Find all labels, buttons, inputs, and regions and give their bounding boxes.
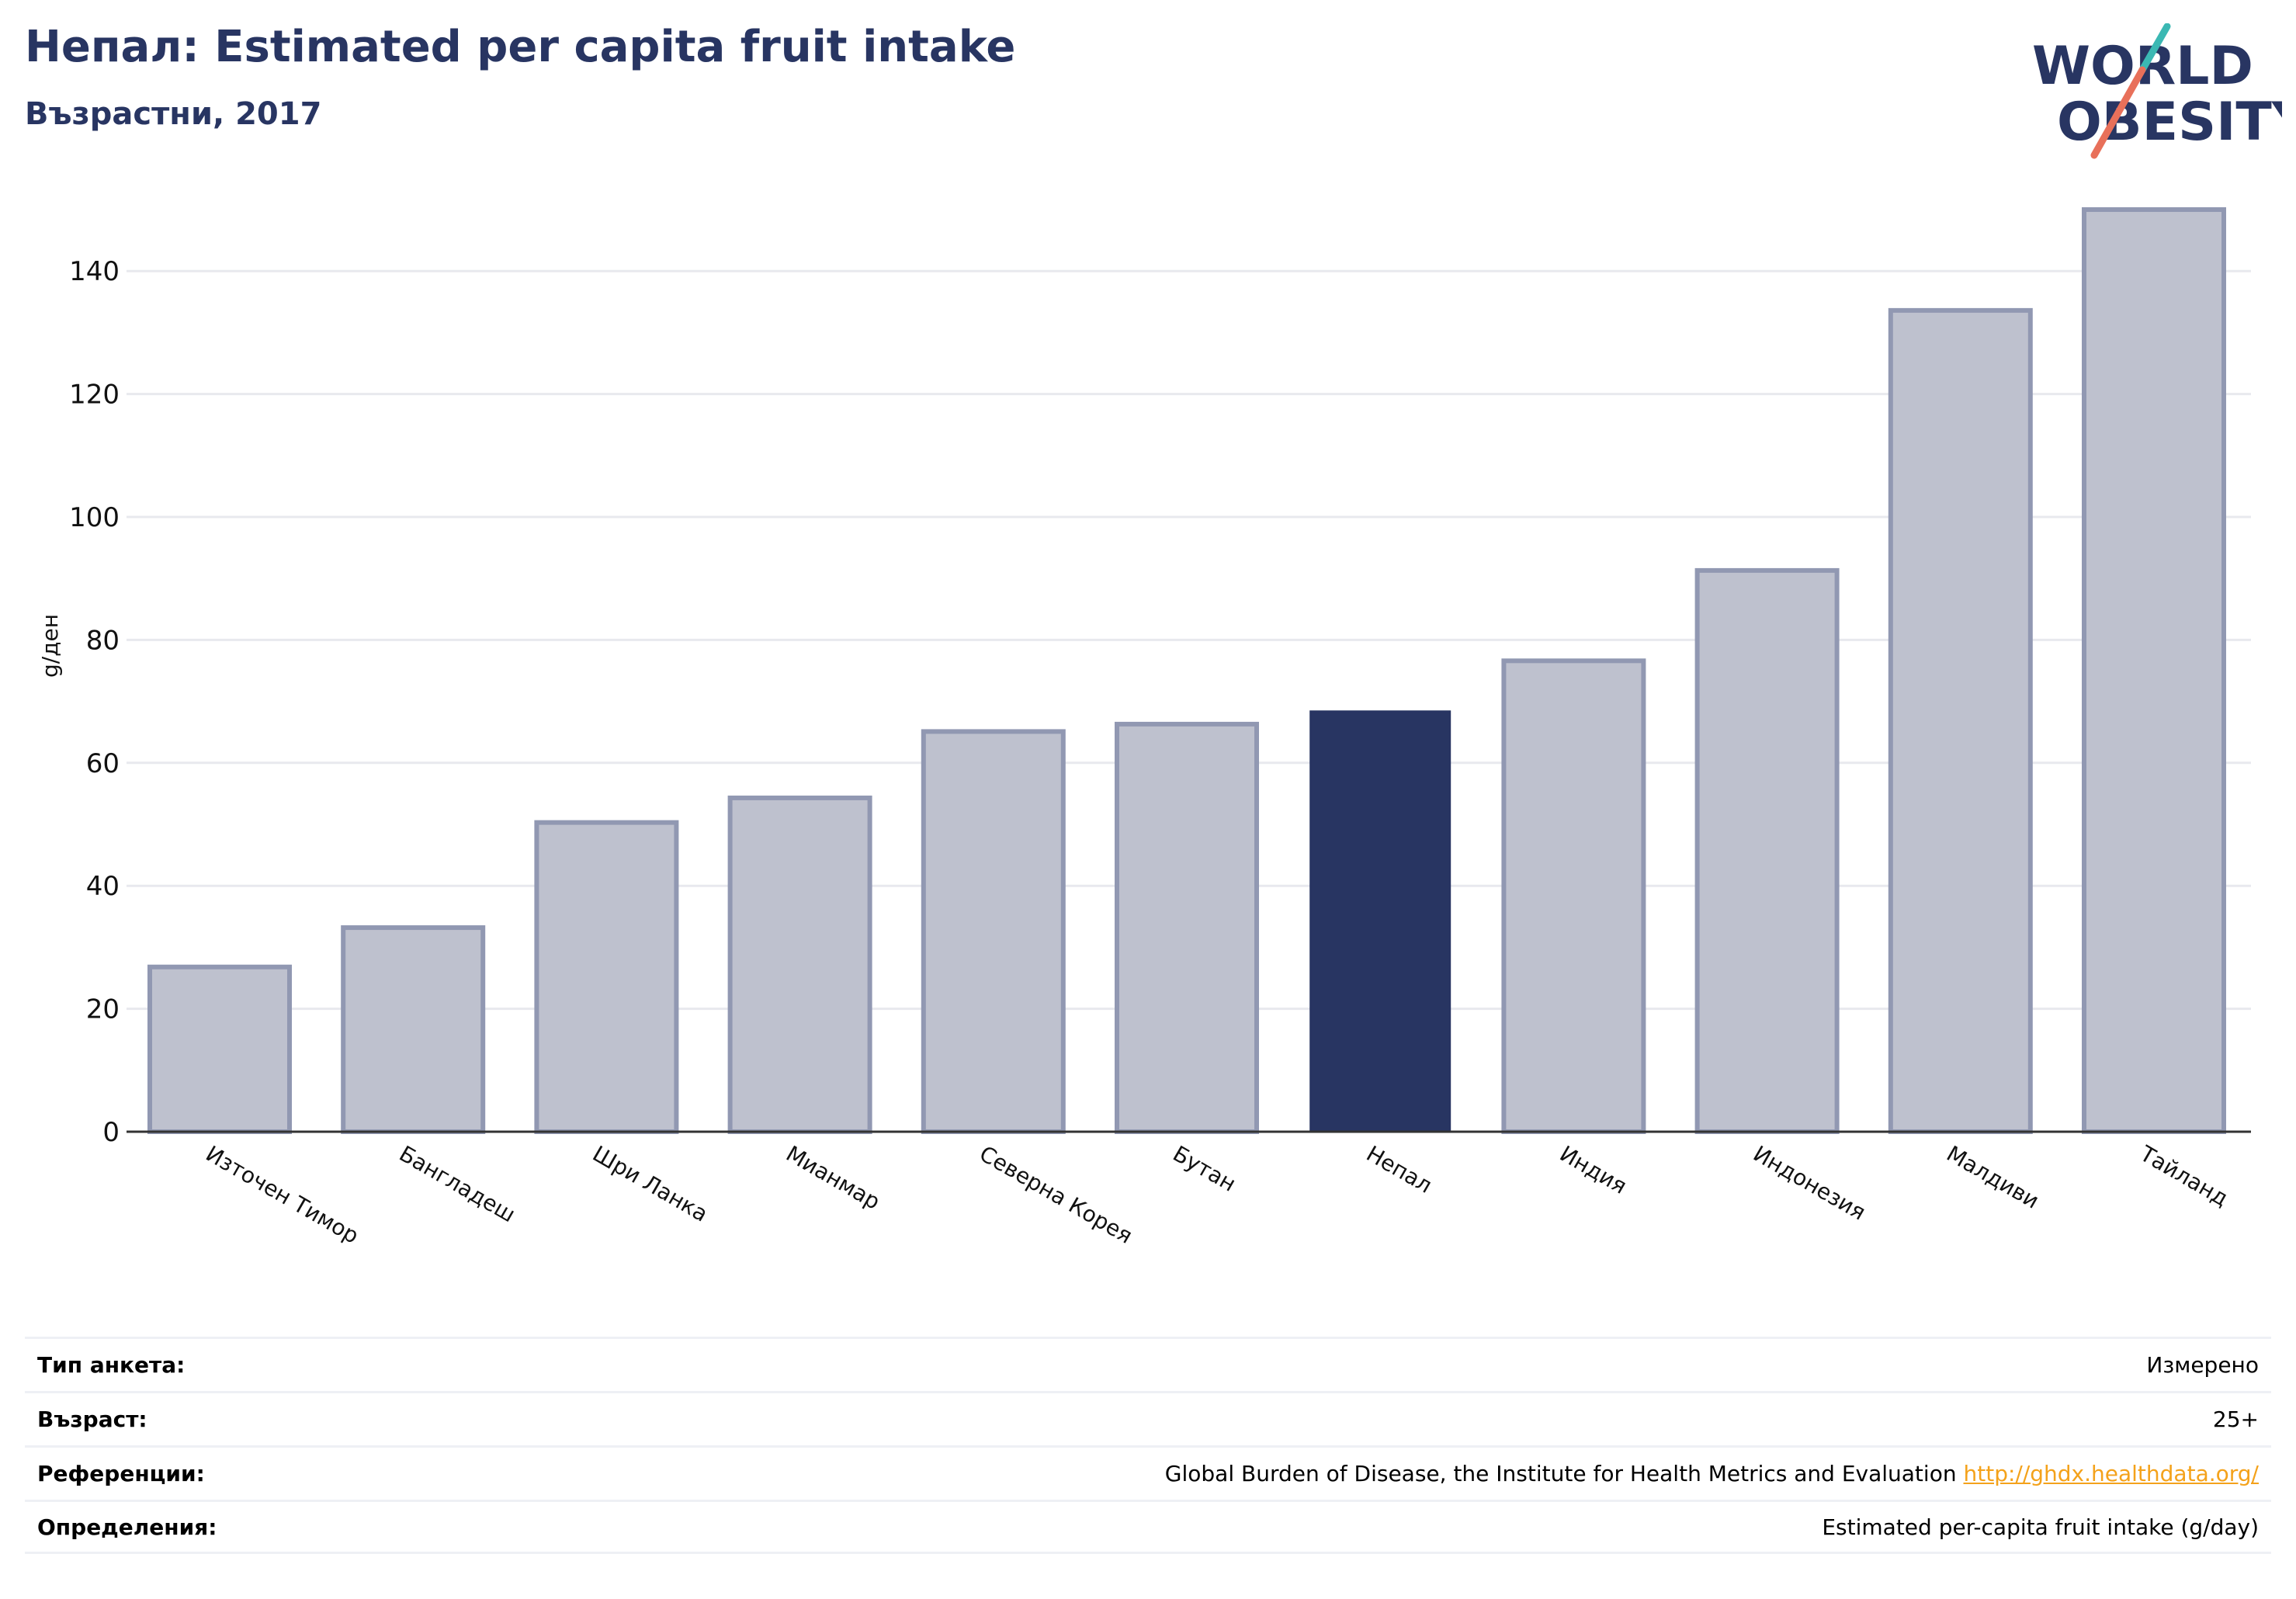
- x-tick-label: Тайланд: [2135, 1140, 2233, 1212]
- x-tick-label: Непал: [1362, 1140, 1437, 1198]
- y-tick-label: 140: [69, 256, 120, 287]
- meta-row-survey-type: Тип анкета: Измерено: [25, 1337, 2271, 1391]
- page-title: Непал: Estimated per capita fruit intake: [25, 22, 1016, 72]
- x-tick-label: Бутан: [1169, 1140, 1240, 1196]
- y-tick-label: 80: [86, 625, 120, 656]
- meta-row-definitions: Определения: Estimated per-capita fruit …: [25, 1500, 2271, 1554]
- bar: [534, 820, 679, 1135]
- meta-row-age: Възраст: 25+: [25, 1391, 2271, 1445]
- x-tick-label: Шри Ланка: [588, 1140, 713, 1226]
- x-tick-label: Малдиви: [1942, 1140, 2043, 1213]
- logo-line-2: OBESITY: [2057, 92, 2282, 153]
- x-axis-labels: Източен Тимор Бангладеш Шри Ланка Мианмар Се…: [202, 1140, 2233, 1249]
- bar: [1694, 567, 1840, 1134]
- x-tick-label: Индонезия: [1749, 1140, 1870, 1225]
- bar: [921, 729, 1066, 1134]
- x-tick-label: Северна Корея: [975, 1140, 1136, 1248]
- bars: [147, 207, 2226, 1135]
- meta-value: 25+: [2212, 1406, 2259, 1432]
- x-tick-label: Източен Тимор: [202, 1140, 363, 1248]
- metadata-table: Тип анкета: Измерено Възраст: 25+ Рефере…: [25, 1337, 2271, 1554]
- meta-label: Определения:: [37, 1514, 217, 1540]
- bar: [1115, 721, 1259, 1134]
- x-tick-label: Мианмар: [782, 1140, 884, 1215]
- world-obesity-logo: WORLD OBESITY: [2032, 23, 2282, 159]
- bar: [1888, 307, 2033, 1135]
- x-tick-label: Бангладеш: [395, 1140, 520, 1227]
- bar: [727, 795, 872, 1134]
- meta-label: Референции:: [37, 1461, 205, 1486]
- meta-row-references: Референции: Global Burden of Disease, th…: [25, 1445, 2271, 1500]
- bar: [1309, 710, 1451, 1132]
- bar: [341, 925, 486, 1135]
- y-tick-label: 20: [86, 994, 120, 1025]
- bar: [147, 964, 292, 1135]
- y-axis-label: g/ден: [37, 614, 63, 678]
- meta-label: Тип анкета:: [37, 1352, 186, 1378]
- bar: [1501, 658, 1646, 1134]
- y-tick-label: 100: [69, 502, 120, 533]
- y-tick-label: 60: [86, 748, 120, 779]
- logo-slash-red: [2090, 66, 2146, 159]
- y-tick-label: 0: [102, 1117, 120, 1148]
- y-axis-ticks: 0 20 40 60 80 100 120 140: [69, 256, 120, 1148]
- x-tick-label: Индия: [1556, 1140, 1632, 1198]
- y-tick-label: 40: [86, 871, 120, 902]
- meta-label: Възраст:: [37, 1406, 147, 1432]
- y-tick-label: 120: [69, 380, 120, 411]
- reference-link[interactable]: http://ghdx.healthdata.org/: [1963, 1461, 2259, 1486]
- meta-value: Измерено: [2146, 1352, 2259, 1378]
- meta-value-with-link: Global Burden of Disease, the Institute …: [1165, 1461, 2259, 1486]
- bar-chart: 0 20 40 60 80 100 120 140 Източен Тимор Бангладе…: [37, 207, 2251, 1249]
- bar: [2082, 207, 2226, 1134]
- page-subtitle: Възрастни, 2017: [25, 96, 322, 132]
- meta-value: Global Burden of Disease, the Institute …: [1164, 1461, 1957, 1486]
- meta-value: Estimated per-capita fruit intake (g/day…: [1822, 1514, 2259, 1540]
- logo-slash-teal: [2138, 23, 2171, 74]
